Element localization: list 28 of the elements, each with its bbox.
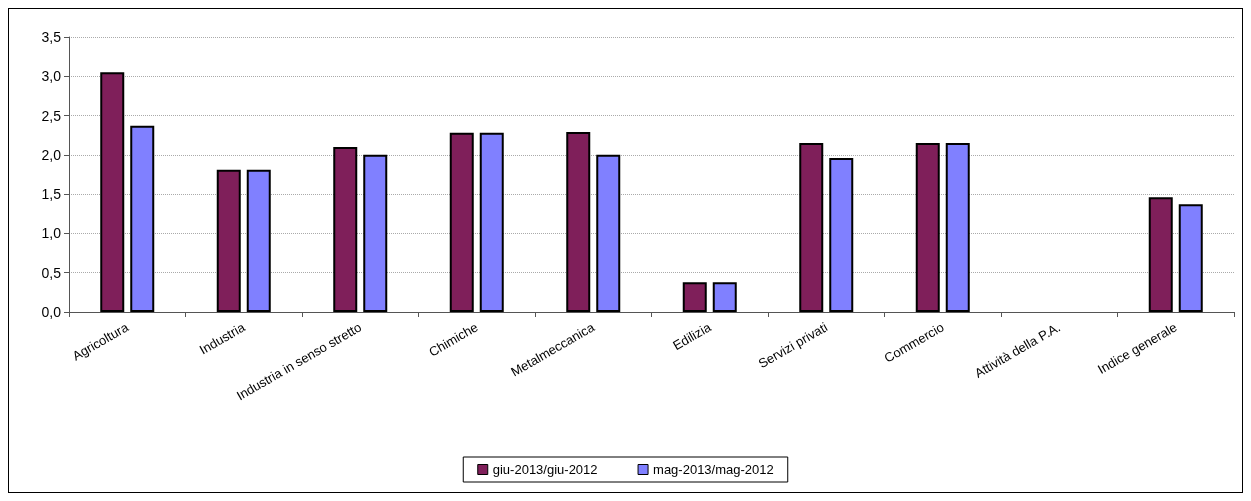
legend-label: giu-2013/giu-2012 <box>492 462 598 477</box>
bar <box>799 143 824 312</box>
y-tick-label: 1,5 <box>41 186 62 203</box>
bar <box>363 154 388 312</box>
bar <box>566 132 591 312</box>
bar <box>945 143 970 312</box>
bar <box>479 132 504 312</box>
bar <box>246 169 271 312</box>
bar <box>915 143 940 312</box>
bar <box>333 147 358 312</box>
bar <box>829 158 854 312</box>
y-tick-label: 1,0 <box>41 225 62 242</box>
bar <box>712 282 737 312</box>
y-tick-label: 3,5 <box>41 29 62 45</box>
bar <box>100 72 125 312</box>
bar <box>682 282 707 312</box>
y-tick-label: 2,5 <box>41 107 62 124</box>
bar <box>1148 197 1173 312</box>
bar <box>449 132 474 312</box>
y-tick-label: 3,0 <box>41 68 62 85</box>
bar <box>130 125 155 312</box>
y-tick-label: 0,0 <box>41 304 62 320</box>
bar <box>1178 204 1203 312</box>
y-tick-label: 2,0 <box>41 146 62 163</box>
bar <box>216 169 241 312</box>
y-tick-label: 0,5 <box>41 264 62 281</box>
legend-label: mag-2013/mag-2012 <box>653 462 774 477</box>
bar <box>596 154 621 312</box>
